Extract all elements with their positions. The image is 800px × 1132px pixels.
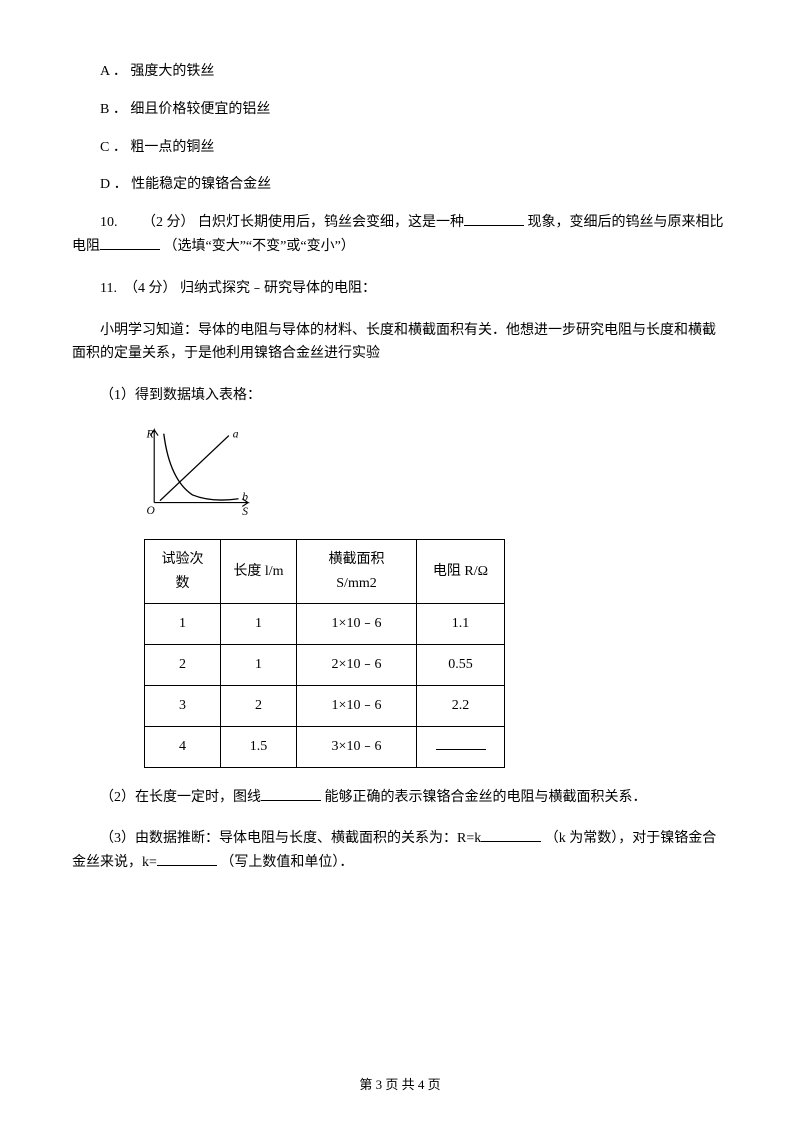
- table-row: 3 2 1×10﹣6 2.2: [145, 685, 505, 726]
- cell: 2×10﹣6: [297, 645, 417, 686]
- q10-t1: 白炽灯长期使用后，钨丝会变细，这是一种: [198, 215, 464, 230]
- cell: 1×10﹣6: [297, 604, 417, 645]
- cell: 2: [145, 645, 221, 686]
- cell: 1.1: [417, 604, 505, 645]
- y-axis: [150, 430, 158, 503]
- q11-title: 归纳式探究﹣研究导体的电阻：: [180, 281, 376, 296]
- q10-score: （2 分）: [142, 215, 195, 230]
- question-10: 10. （2 分） 白炽灯长期使用后，钨丝会变细，这是一种 现象，变细后的钨丝与…: [72, 211, 728, 259]
- label-r: R: [146, 428, 154, 440]
- q11-p2-blank[interactable]: [261, 787, 321, 801]
- q11-p3c: （写上数值和单位）．: [220, 855, 353, 870]
- curve-a: [160, 436, 229, 501]
- q11-p2b: 能够正确的表示镍铬合金丝的电阻与横截面积关系．: [325, 790, 647, 805]
- cell: 1×10﹣6: [297, 685, 417, 726]
- page-root: { "options": { "a": "A ． 强度大的铁丝", "b": "…: [0, 0, 800, 1132]
- table-row: 2 1 2×10﹣6 0.55: [145, 645, 505, 686]
- th-area: 横截面积 S/mm2: [297, 539, 417, 604]
- cell: 2: [221, 685, 297, 726]
- option-c: C ． 粗一点的铜丝: [72, 136, 728, 160]
- cell: 0.55: [417, 645, 505, 686]
- q10-t3: （选填“变大”“不变”或“变小”）: [164, 239, 355, 254]
- q10-label: 10.: [100, 215, 118, 230]
- cell: 1: [221, 604, 297, 645]
- table-header-row: 试验次数 长度 l/m 横截面积 S/mm2 电阻 R/Ω: [145, 539, 505, 604]
- cell: 3: [145, 685, 221, 726]
- label-o: O: [147, 505, 156, 516]
- q11-label: 11.: [100, 281, 117, 296]
- q11-p3-blank2[interactable]: [157, 852, 217, 866]
- q11-p1: （1）得到数据填入表格：: [72, 384, 728, 408]
- q11-score: （4 分）: [124, 281, 177, 296]
- label-a: a: [233, 428, 239, 440]
- q10-blank2[interactable]: [100, 236, 160, 250]
- option-d: D ． 性能稳定的镍铬合金丝: [72, 173, 728, 197]
- cell: 4: [145, 726, 221, 767]
- q10-blank1[interactable]: [464, 212, 524, 226]
- cell: 1: [221, 645, 297, 686]
- table-row: 1 1 1×10﹣6 1.1: [145, 604, 505, 645]
- rs-chart: R a b S O: [144, 426, 264, 516]
- q11-p3: （3）由数据推断：导体电阻与长度、横截面积的关系为：R=k （k 为常数），对于…: [72, 827, 728, 875]
- cell: 2.2: [417, 685, 505, 726]
- cell: 3×10﹣6: [297, 726, 417, 767]
- q11-p3a: （3）由数据推断：导体电阻与长度、横截面积的关系为：R=k: [100, 831, 481, 846]
- cell: 1.5: [221, 726, 297, 767]
- chart-container: R a b S O: [144, 426, 728, 525]
- q11-p2a: （2）在长度一定时，图线: [100, 790, 261, 805]
- th-length: 长度 l/m: [221, 539, 297, 604]
- page-footer: 第 3 页 共 4 页: [0, 1074, 800, 1096]
- label-s: S: [242, 506, 248, 516]
- cell: 1: [145, 604, 221, 645]
- option-b: B ． 细且价格较便宜的铝丝: [72, 98, 728, 122]
- q11-p2: （2）在长度一定时，图线 能够正确的表示镍铬合金丝的电阻与横截面积关系．: [72, 786, 728, 810]
- curve-b: [164, 434, 239, 500]
- q11-p3-blank1[interactable]: [481, 828, 541, 842]
- table-row: 4 1.5 3×10﹣6: [145, 726, 505, 767]
- cell-blank[interactable]: [417, 726, 505, 767]
- th-r: 电阻 R/Ω: [417, 539, 505, 604]
- q11-intro: 小明学习知道：导体的电阻与导体的材料、长度和横截面积有关．他想进一步研究电阻与长…: [72, 319, 728, 367]
- label-b: b: [242, 492, 248, 504]
- option-a: A ． 强度大的铁丝: [72, 60, 728, 84]
- data-table-wrap: 试验次数 长度 l/m 横截面积 S/mm2 电阻 R/Ω 1 1 1×10﹣6…: [144, 539, 728, 768]
- data-table: 试验次数 长度 l/m 横截面积 S/mm2 电阻 R/Ω 1 1 1×10﹣6…: [144, 539, 505, 768]
- question-11: 11. （4 分） 归纳式探究﹣研究导体的电阻：: [72, 277, 728, 301]
- th-trial: 试验次数: [145, 539, 221, 604]
